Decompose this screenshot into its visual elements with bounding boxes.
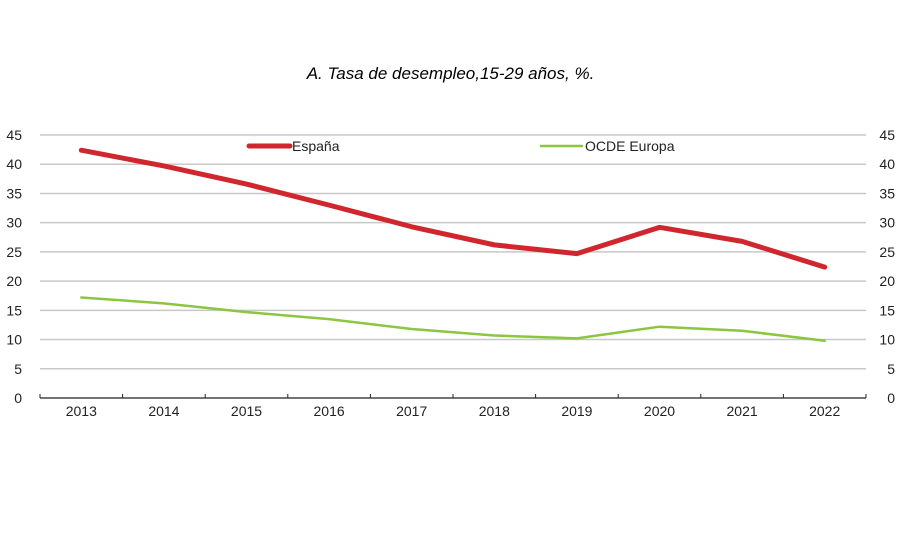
x-tick-label: 2014: [148, 403, 179, 419]
series-line-ocde-europa: [80, 296, 826, 342]
x-tick-label: 2018: [479, 403, 510, 419]
x-tick-label: 2015: [231, 403, 262, 419]
x-tick-label: 2019: [561, 403, 592, 419]
y-tick-label-right: 5: [887, 361, 895, 377]
y-tick-label-right: 10: [879, 332, 895, 348]
y-tick-label-left: 45: [6, 127, 22, 143]
y-tick-label-right: 15: [879, 302, 895, 318]
y-tick-label-right: 45: [879, 127, 895, 143]
y-tick-label-left: 35: [6, 185, 22, 201]
legend-label: OCDE Europa: [585, 138, 675, 154]
y-tick-label-left: 30: [6, 215, 22, 231]
y-tick-label-left: 10: [6, 332, 22, 348]
series-line-espana: [78, 147, 828, 270]
x-tick-label: 2021: [727, 403, 758, 419]
x-tick-label: 2016: [314, 403, 345, 419]
y-tick-label-left: 15: [6, 302, 22, 318]
y-tick-label-left: 25: [6, 244, 22, 260]
x-tick-label: 2017: [396, 403, 427, 419]
y-tick-label-right: 0: [887, 390, 895, 406]
y-tick-label-right: 20: [879, 273, 895, 289]
y-tick-label-right: 40: [879, 156, 895, 172]
y-tick-label-left: 20: [6, 273, 22, 289]
y-tick-label-right: 35: [879, 185, 895, 201]
y-tick-label-left: 40: [6, 156, 22, 172]
y-tick-label-right: 25: [879, 244, 895, 260]
chart-title: A. Tasa de desempleo,15-29 años, %.: [306, 64, 595, 83]
x-tick-label: 2020: [644, 403, 675, 419]
x-tick-label: 2013: [66, 403, 97, 419]
y-tick-label-left: 0: [14, 390, 22, 406]
x-tick-label: 2022: [809, 403, 840, 419]
y-tick-label-left: 5: [14, 361, 22, 377]
legend-label: España: [292, 138, 340, 154]
y-tick-label-right: 30: [879, 215, 895, 231]
